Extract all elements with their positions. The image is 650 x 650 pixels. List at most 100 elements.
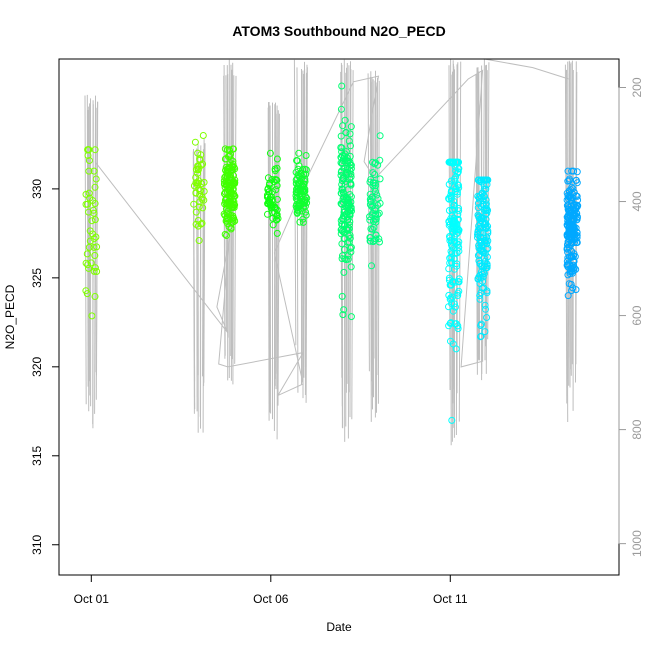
altitude-trace — [275, 105, 278, 374]
data-point — [272, 186, 280, 194]
data-point — [480, 284, 488, 292]
altitude-trace — [293, 59, 297, 346]
data-point — [474, 226, 482, 234]
x-tick-label: Oct 01 — [74, 592, 110, 606]
altitude-trace — [377, 80, 380, 404]
data-point — [295, 149, 303, 157]
data-point — [196, 155, 204, 163]
data-point — [295, 200, 303, 208]
data-point — [296, 218, 304, 226]
data-point — [92, 175, 100, 183]
data-point — [344, 226, 352, 234]
data-point — [292, 180, 300, 188]
data-point — [226, 163, 234, 171]
data-point — [573, 239, 581, 246]
data-point — [300, 181, 308, 189]
data-point — [372, 188, 379, 195]
y-tick-label: 310 — [30, 534, 44, 554]
data-point — [86, 194, 94, 202]
data-point — [455, 247, 463, 255]
data-point — [91, 183, 99, 191]
data-point — [475, 176, 483, 184]
data-point — [368, 262, 375, 270]
data-point — [447, 294, 455, 302]
data-point — [89, 230, 97, 238]
data-point — [476, 295, 484, 303]
data-point — [479, 200, 487, 208]
altitude-trace — [296, 67, 299, 393]
data-point — [194, 163, 202, 170]
data-point — [455, 278, 463, 286]
data-point — [481, 301, 489, 309]
data-point — [231, 165, 239, 173]
data-point — [375, 209, 383, 217]
data-point — [448, 259, 456, 267]
data-point — [192, 179, 200, 187]
data-point — [564, 202, 572, 210]
data-point — [572, 286, 580, 294]
data-point — [475, 195, 483, 203]
altitude-trace — [269, 105, 272, 414]
altitude-trace — [367, 73, 370, 372]
data-point — [445, 276, 453, 284]
data-point — [228, 188, 236, 196]
data-point — [226, 173, 234, 181]
data-point — [573, 192, 581, 200]
data-point — [447, 337, 454, 345]
data-point — [198, 194, 206, 201]
data-point — [337, 217, 345, 224]
data-point — [345, 221, 353, 229]
data-point — [455, 207, 463, 215]
data-point — [450, 300, 458, 308]
y-tick-label: 315 — [30, 445, 44, 465]
data-point — [339, 174, 347, 182]
data-point — [564, 229, 572, 237]
data-points — [82, 82, 582, 424]
data-point — [476, 260, 484, 268]
data-point — [342, 256, 350, 264]
data-point — [369, 202, 377, 210]
data-point — [454, 289, 462, 297]
data-point — [446, 233, 453, 240]
x-axis-label: Date — [326, 620, 352, 634]
data-point — [481, 257, 489, 265]
data-point — [87, 259, 95, 267]
data-point — [454, 216, 462, 224]
data-point — [367, 237, 374, 245]
data-point — [83, 250, 91, 258]
data-point — [91, 146, 99, 154]
data-point — [341, 222, 349, 230]
data-point — [569, 211, 577, 219]
data-point — [564, 241, 571, 249]
data-point — [298, 195, 306, 203]
data-point — [477, 322, 485, 329]
data-point — [480, 185, 488, 193]
data-point — [223, 146, 231, 154]
data-point — [195, 237, 203, 244]
data-point — [451, 220, 459, 228]
data-point — [564, 261, 572, 269]
data-point — [347, 313, 355, 321]
y2-tick-label: 400 — [630, 191, 644, 211]
data-point — [298, 207, 306, 215]
data-point — [455, 204, 463, 212]
data-point — [300, 171, 308, 178]
data-point — [376, 238, 383, 246]
data-point — [338, 148, 346, 156]
data-point — [299, 166, 307, 173]
data-point — [224, 220, 232, 228]
data-point — [90, 235, 98, 243]
data-point — [476, 292, 484, 299]
data-point — [565, 177, 573, 185]
data-point — [90, 267, 98, 275]
data-point — [447, 237, 455, 244]
data-point — [474, 252, 482, 259]
data-point — [374, 201, 382, 209]
data-point — [445, 180, 453, 188]
data-point — [568, 215, 576, 223]
data-point — [223, 194, 231, 202]
data-point — [454, 322, 462, 330]
data-point — [482, 200, 490, 208]
data-point — [292, 168, 300, 176]
data-point — [341, 206, 348, 214]
